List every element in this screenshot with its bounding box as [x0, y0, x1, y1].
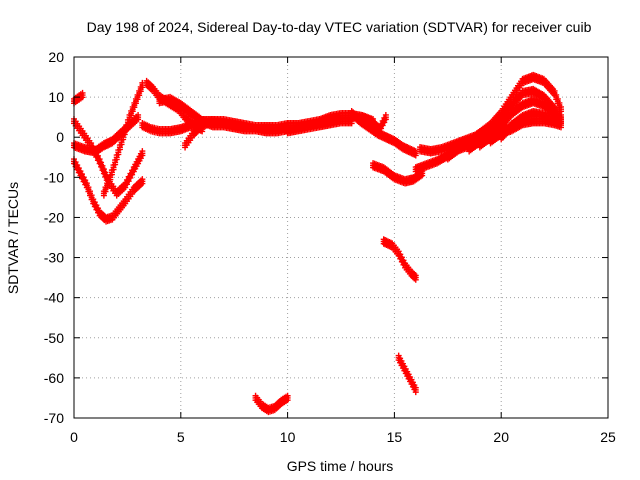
series-arc-o [380, 236, 419, 283]
data-point [127, 174, 134, 181]
series-arc-q [252, 392, 291, 416]
data-point [139, 152, 146, 159]
data-point [79, 94, 86, 101]
x-tick-label: 25 [600, 429, 616, 445]
data-point [115, 151, 122, 158]
data-point [382, 116, 389, 123]
data-point [139, 180, 146, 187]
y-tick-label: -30 [44, 250, 64, 266]
data-point [120, 136, 127, 143]
data-point [110, 166, 117, 173]
data-point [124, 121, 131, 128]
series-arc-x [498, 107, 565, 143]
data-point [412, 389, 419, 396]
x-tick-label: 15 [387, 429, 403, 445]
data-point [134, 96, 141, 103]
series-arc-m [359, 111, 389, 135]
x-tick-label: 5 [177, 429, 185, 445]
y-tick-label: -70 [44, 410, 64, 426]
data-point [116, 146, 123, 153]
data-point [123, 181, 130, 188]
series-arc-n [370, 160, 426, 187]
data-point [113, 156, 120, 163]
data-point [129, 171, 136, 178]
data-point [108, 171, 115, 178]
data-point [104, 184, 111, 191]
axis-ticks: 0 5 10 15 20 25 -70 -60 -50 -40 -30 -20 -10 0 10 20 [44, 49, 616, 445]
data-series [71, 71, 565, 416]
series-arc-e [100, 79, 146, 199]
data-point [100, 192, 107, 199]
data-point [131, 104, 138, 111]
series-arc-p [395, 352, 419, 396]
data-point [558, 118, 565, 125]
data-point [107, 176, 114, 183]
data-point [348, 120, 355, 127]
data-point [136, 92, 143, 99]
series-arc-k [284, 115, 355, 137]
y-tick-label: -60 [44, 370, 64, 386]
x-tick-label: 10 [280, 429, 296, 445]
data-point [123, 126, 130, 133]
data-point [122, 184, 129, 191]
data-point [412, 276, 419, 283]
data-point [121, 131, 128, 138]
series-arc-l [348, 107, 419, 159]
y-axis-label: SDTVAR / TECUs [5, 182, 21, 294]
data-point [558, 124, 565, 131]
data-point [412, 152, 419, 159]
y-tick-label: -50 [44, 330, 64, 346]
y-tick-label: -10 [44, 169, 64, 185]
data-point [128, 112, 135, 119]
y-tick-label: 20 [48, 49, 64, 65]
data-point [378, 125, 385, 132]
data-point [284, 397, 291, 404]
data-point [112, 161, 119, 168]
chart-title: Day 198 of 2024, Sidereal Day-to-day VTE… [87, 19, 592, 35]
data-point [381, 119, 388, 126]
x-tick-label: 20 [493, 429, 509, 445]
y-tick-label: -20 [44, 209, 64, 225]
data-point [105, 180, 112, 187]
plot-frame [73, 56, 609, 419]
series-arc-d [71, 89, 86, 107]
x-tick-label: 0 [70, 429, 78, 445]
data-point [118, 141, 125, 148]
data-point [132, 100, 139, 107]
data-point [102, 188, 109, 195]
data-point [135, 116, 142, 123]
data-point [137, 88, 144, 95]
x-axis-label: GPS time / hours [287, 458, 394, 474]
y-tick-label: 10 [48, 89, 64, 105]
series-arc-i [182, 115, 291, 151]
data-point [125, 178, 132, 185]
data-point [139, 84, 146, 91]
data-point [126, 116, 133, 123]
data-point [129, 108, 136, 115]
data-point [419, 172, 426, 179]
data-point [376, 128, 383, 135]
y-tick-label: 0 [56, 129, 64, 145]
y-tick-label: -40 [44, 290, 64, 306]
data-point [379, 122, 386, 129]
